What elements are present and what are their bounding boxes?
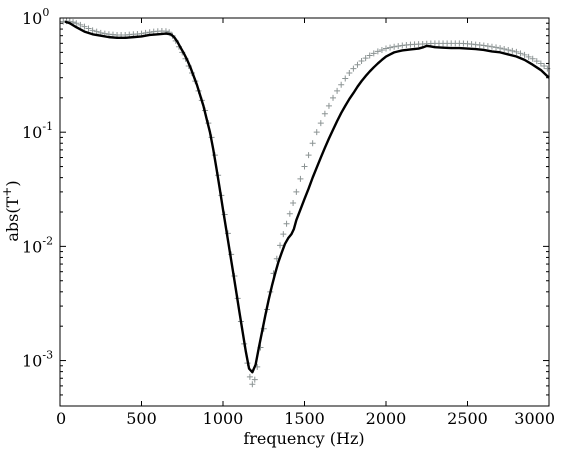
x-tick-label: 2500 (447, 409, 488, 428)
x-axis-label: frequency (Hz) (243, 429, 364, 448)
x-tick-label: 1500 (284, 409, 325, 428)
y-tick-label: 10-3 (22, 349, 53, 371)
y-axis-label-close: ) (3, 180, 22, 186)
plot-area (60, 18, 549, 406)
y-tick-label: 10-2 (22, 234, 53, 256)
x-tick-label: 3000 (514, 409, 555, 428)
y-axis-label-superscript: + (0, 187, 14, 197)
x-tick-label: 0 (56, 409, 66, 428)
x-tick-label: 2000 (366, 409, 407, 428)
y-axis-label-main: abs(T (3, 196, 22, 241)
series-layer (60, 18, 551, 388)
x-tick-label: 1000 (203, 409, 244, 428)
x-tick-label: 500 (126, 409, 157, 428)
y-axis-label: abs(T+) (0, 180, 22, 241)
y-axis: 100 10-1 10-2 10-3 (22, 6, 549, 407)
x-axis: 0 500 1000 1500 2000 2500 3000 (56, 18, 555, 428)
series-line (64, 20, 550, 374)
y-tick-label: 10-1 (22, 120, 53, 142)
y-tick-label: 100 (22, 6, 49, 28)
